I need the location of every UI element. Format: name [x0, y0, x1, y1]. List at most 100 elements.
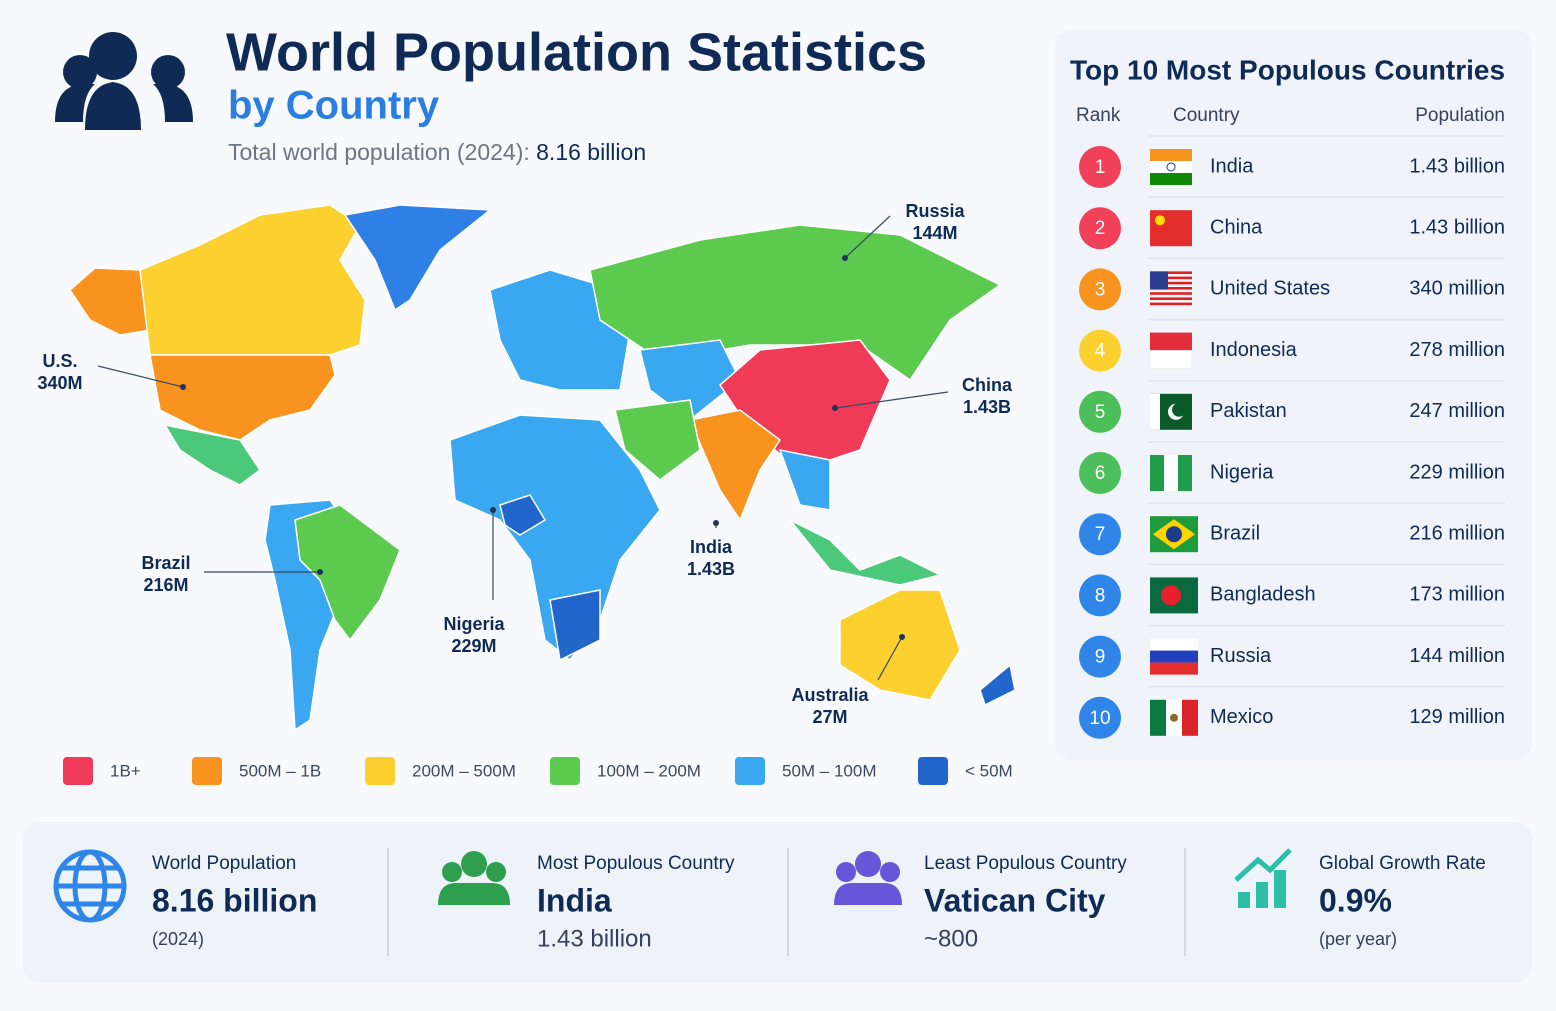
map-label-value: 1.43B — [687, 559, 735, 579]
leader-dot — [713, 520, 719, 526]
stat-value: Vatican City — [924, 882, 1106, 918]
leader-dot — [180, 384, 186, 390]
flag-part — [1150, 161, 1192, 173]
table: Rank Country Population 1 India 1.43 billion 2… — [1076, 105, 1505, 739]
map-label-value: 229M — [451, 636, 496, 656]
population: 340 million — [1409, 278, 1505, 300]
flag — [1150, 699, 1198, 736]
map-label-name: Australia — [791, 685, 869, 705]
world-map — [69, 204, 1016, 732]
rank-badge — [1079, 146, 1121, 188]
population: 229 million — [1409, 461, 1505, 483]
subtitle: by Country — [228, 84, 440, 128]
flag — [1150, 577, 1198, 614]
flag-part — [1150, 393, 1160, 430]
leader-line — [844, 215, 891, 259]
population: 129 million — [1409, 706, 1505, 728]
stat-note: ~800 — [924, 925, 978, 952]
flag-part — [1178, 455, 1192, 491]
population: 1.43 billion — [1409, 216, 1505, 238]
flag-part — [1150, 281, 1192, 285]
legend-label: 1B+ — [110, 761, 141, 780]
population: 1.43 billion — [1409, 155, 1505, 177]
legend-label: 100M – 200M — [597, 761, 701, 780]
rank-badge — [1079, 696, 1121, 739]
summary: Total world population (2024): 8.16 bill… — [228, 139, 646, 165]
legend-label: 200M – 500M — [412, 761, 516, 780]
country: United States — [1210, 278, 1330, 300]
map-label-value: 340M — [37, 373, 82, 393]
legend-label: 500M – 1B — [239, 761, 321, 780]
legend-swatch — [735, 757, 765, 785]
leader-dot — [899, 634, 905, 640]
flag-part — [1161, 585, 1181, 606]
flag-part — [1172, 402, 1186, 417]
flag-part — [1155, 215, 1165, 226]
rank: 6 — [1095, 463, 1106, 484]
rank-badge — [1079, 329, 1121, 372]
country: China — [1210, 216, 1263, 238]
people-icon — [55, 32, 193, 130]
flag-part — [1150, 149, 1192, 161]
legend-swatch — [550, 757, 580, 785]
country: Brazil — [1210, 522, 1260, 544]
flag-part — [1166, 162, 1176, 172]
population: 144 million — [1409, 645, 1505, 667]
legend-swatch — [918, 757, 948, 785]
stat-note: 1.43 billion — [537, 925, 652, 952]
rank-badge — [1079, 574, 1121, 617]
column-header: Population — [1415, 105, 1505, 126]
country: Pakistan — [1210, 400, 1287, 422]
flag-part — [1150, 699, 1166, 736]
flag-part — [1150, 173, 1192, 185]
title: World Population Statistics — [226, 22, 927, 82]
column-header: Rank — [1076, 105, 1121, 126]
flag-part — [1150, 302, 1192, 306]
summary-label: Total world population (2024): — [228, 139, 530, 165]
rank-badge — [1079, 268, 1121, 311]
flag-part — [1150, 332, 1192, 351]
flag — [1150, 516, 1198, 553]
map-label-name: Brazil — [141, 553, 190, 573]
rank: 1 — [1095, 157, 1106, 178]
flag-part — [1182, 699, 1198, 736]
flag-part — [1150, 287, 1192, 290]
flag — [1150, 455, 1192, 491]
map-label-name: China — [962, 375, 1013, 395]
leader-line — [97, 365, 184, 388]
rank-badge — [1079, 390, 1121, 433]
flag-part — [1150, 662, 1198, 675]
stat-label: Most Populous Country — [537, 853, 735, 874]
legend: 1B+ 500M – 1B 200M – 500M 100M – 200M 50M – … — [63, 757, 1013, 785]
flag-part — [1150, 292, 1192, 295]
leader-dot — [490, 507, 496, 513]
flag-part — [1166, 526, 1182, 543]
legend-label: < 50M — [965, 761, 1013, 780]
rank-badge — [1079, 207, 1121, 250]
flag — [1150, 149, 1192, 185]
leader-dot — [832, 405, 838, 411]
rank: 7 — [1095, 524, 1106, 545]
rank: 2 — [1095, 218, 1106, 239]
stat-value: 0.9% — [1319, 882, 1392, 918]
flag-part — [1150, 455, 1164, 491]
country: India — [1210, 155, 1254, 177]
leader-dot — [317, 569, 323, 575]
flag-part — [1150, 297, 1192, 300]
map-label-name: U.S. — [42, 351, 77, 371]
table-title: Top 10 Most Populous Countries — [1070, 54, 1505, 85]
legend-swatch — [365, 757, 395, 785]
flag-part — [1150, 276, 1192, 280]
stat-note: (2024) — [152, 929, 204, 949]
legend-swatch — [192, 757, 222, 785]
map-label-value: 1.43B — [963, 397, 1011, 417]
population: 278 million — [1409, 339, 1505, 361]
population: 247 million — [1409, 400, 1505, 422]
stat-label: Least Populous Country — [924, 853, 1127, 874]
stats: World Population 8.16 billion (2024) Most P… — [152, 853, 1486, 952]
flag — [1150, 271, 1192, 306]
rank: 4 — [1095, 341, 1106, 362]
stat-value: 8.16 billion — [152, 882, 317, 918]
country: Bangladesh — [1210, 584, 1316, 606]
stats-panel — [23, 822, 1532, 982]
